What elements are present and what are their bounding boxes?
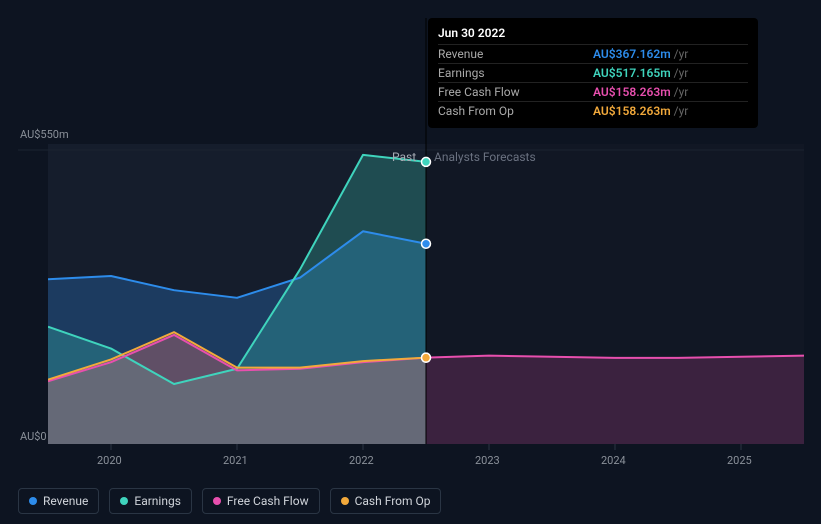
legend-item-label: Cash From Op: [355, 494, 431, 508]
legend-dot-icon: [213, 497, 221, 505]
earnings-revenue-chart: Jun 30 2022 RevenueAU$367.162m/yrEarning…: [0, 0, 821, 524]
y-axis-tick-label: AU$0: [20, 430, 47, 443]
legend-item-cfo[interactable]: Cash From Op: [330, 488, 442, 514]
chart-legend: Revenue Earnings Free Cash Flow Cash From O…: [18, 488, 441, 514]
tooltip-metric-label: Earnings: [438, 66, 593, 80]
legend-dot-icon: [29, 497, 37, 505]
y-axis-tick-label: AU$550m: [20, 128, 69, 141]
x-axis-tick-label: 2022: [349, 454, 374, 467]
tooltip-metric-unit: /yr: [674, 85, 689, 99]
tooltip-row: Free Cash FlowAU$158.263m/yr: [438, 82, 748, 101]
x-axis-tick-label: 2025: [727, 454, 752, 467]
legend-item-earnings[interactable]: Earnings: [109, 488, 192, 514]
tooltip-metric-unit: /yr: [674, 47, 689, 61]
x-axis-tick-label: 2024: [601, 454, 626, 467]
legend-item-label: Revenue: [43, 494, 88, 508]
tooltip-metric-label: Revenue: [438, 47, 593, 61]
tooltip-metric-value: AU$517.165m: [593, 66, 671, 80]
past-section-label: Past: [392, 150, 416, 164]
tooltip-row: RevenueAU$367.162m/yr: [438, 44, 748, 63]
tooltip-metric-value: AU$158.263m: [593, 104, 671, 118]
legend-item-revenue[interactable]: Revenue: [18, 488, 99, 514]
tooltip-metric-unit: /yr: [674, 104, 689, 118]
tooltip-row: EarningsAU$517.165m/yr: [438, 63, 748, 82]
tooltip-metric-unit: /yr: [674, 66, 689, 80]
x-axis-tick-label: 2023: [475, 454, 500, 467]
legend-dot-icon: [341, 497, 349, 505]
x-axis-tick-label: 2020: [97, 454, 122, 467]
legend-item-fcf[interactable]: Free Cash Flow: [202, 488, 320, 514]
legend-item-label: Earnings: [134, 494, 181, 508]
legend-dot-icon: [120, 497, 128, 505]
tooltip-row: Cash From OpAU$158.263m/yr: [438, 101, 748, 120]
tooltip-metric-value: AU$367.162m: [593, 47, 671, 61]
x-axis-tick-label: 2021: [223, 454, 248, 467]
forecast-section-label: Analysts Forecasts: [434, 150, 536, 164]
tooltip-metric-value: AU$158.263m: [593, 85, 671, 99]
legend-item-label: Free Cash Flow: [227, 494, 309, 508]
tooltip-metric-label: Cash From Op: [438, 104, 593, 118]
chart-tooltip: Jun 30 2022 RevenueAU$367.162m/yrEarning…: [428, 18, 758, 128]
tooltip-date: Jun 30 2022: [438, 26, 748, 44]
tooltip-metric-label: Free Cash Flow: [438, 85, 593, 99]
